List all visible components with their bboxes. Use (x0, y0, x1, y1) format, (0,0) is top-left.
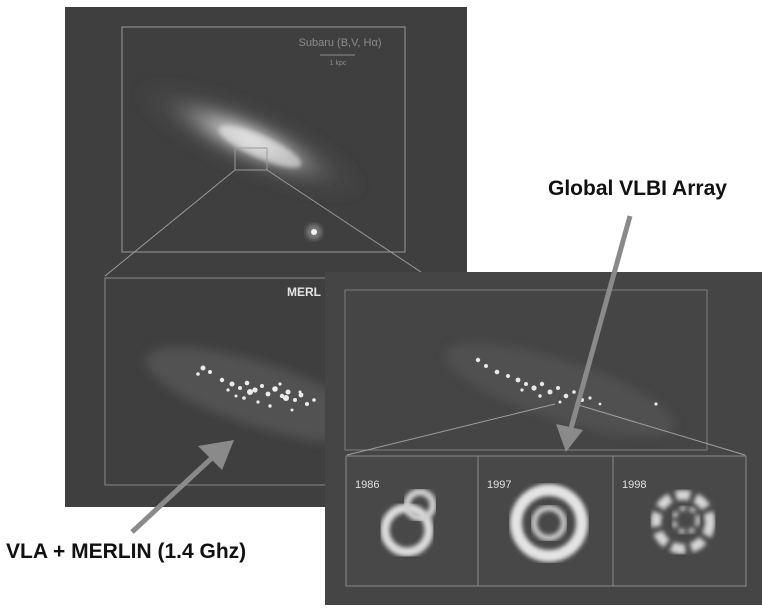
vla-merlin-label: VLA + MERLIN (1.4 Ghz) (6, 540, 247, 563)
epoch-label: 1997 (487, 479, 511, 491)
overlay-panel: 1986 1997 1998 (325, 272, 762, 605)
optical-panel: Subaru (B,V, Hα) 1 kpc MERL (65, 7, 467, 507)
zoom-box-optical (234, 147, 268, 171)
vlbi-panel-1997 (477, 455, 614, 587)
global-vlbi-label: Global VLBI Array (548, 177, 727, 200)
epoch-label: 1986 (355, 479, 379, 491)
galaxy-image (130, 76, 370, 204)
scale-label: 1 kpc (330, 60, 347, 67)
merlin-title: MERL (287, 285, 321, 299)
epoch-label: 1998 (622, 479, 646, 491)
supernova-1998-image (651, 490, 715, 554)
radio-sources (196, 365, 316, 412)
vlbi-panels: 1986 1997 1998 (345, 455, 747, 587)
supernova-1997-image (510, 484, 588, 562)
vlbi-panel-1986 (345, 455, 479, 587)
vlbi-panel-1998 (612, 455, 747, 587)
arrow-vla-merlin (130, 440, 234, 534)
subaru-title: Subaru (B,V, Hα) (299, 37, 382, 49)
supernova-1986-image (380, 488, 437, 557)
arrow-vlbi (556, 215, 633, 452)
